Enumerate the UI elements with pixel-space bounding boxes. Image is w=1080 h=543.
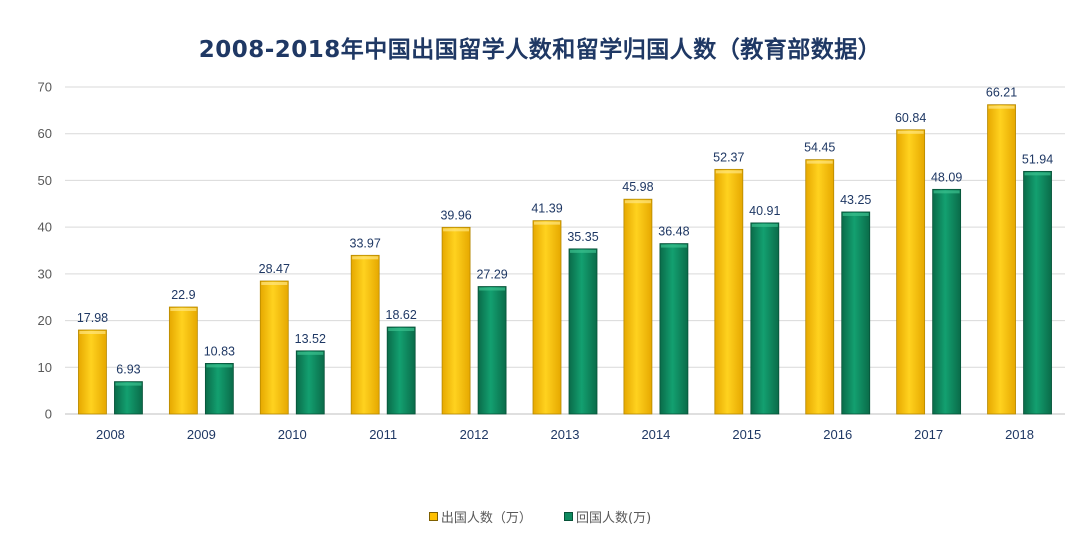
x-tick-label: 2009	[187, 427, 216, 442]
bar-bevel	[534, 221, 560, 225]
bar-outbound	[259, 280, 289, 415]
bar-bevel	[443, 228, 470, 232]
x-tick-label: 2017	[914, 427, 943, 442]
x-tick-label: 2014	[641, 427, 670, 442]
x-tick-label: 2015	[732, 427, 761, 442]
chart-title: 2008-2018年中国出国留学人数和留学归国人数（教育部数据）	[198, 37, 882, 63]
data-label-outbound: 54.45	[804, 141, 835, 155]
bar-outbound	[78, 329, 107, 415]
bar-outbound	[350, 254, 380, 415]
bar-bevel	[897, 130, 924, 134]
bar-outbound	[623, 198, 653, 415]
bar-bevel	[479, 287, 506, 291]
y-tick-label: 60	[38, 126, 52, 141]
x-tick-label: 2011	[369, 427, 397, 442]
x-tick-label: 2012	[460, 427, 489, 442]
bar-bevel	[660, 244, 687, 248]
x-tick-label: 2008	[96, 427, 125, 442]
data-label-returned: 48.09	[931, 170, 962, 184]
bar-returned	[386, 326, 416, 415]
bar-bevel	[842, 212, 869, 216]
bar-outbound	[987, 104, 1016, 415]
y-tick-label: 10	[38, 360, 52, 375]
bar-returned	[750, 222, 780, 415]
y-tick-label: 70	[38, 80, 52, 95]
bar-returned	[568, 248, 598, 415]
data-label-outbound: 60.84	[895, 111, 926, 125]
bar-returned	[114, 381, 143, 415]
bar-bevel	[751, 223, 778, 227]
bar-bevel	[115, 382, 142, 386]
data-label-returned: 35.35	[567, 230, 598, 244]
data-label-outbound: 22.9	[171, 288, 195, 302]
data-label-returned: 10.83	[204, 344, 235, 358]
bar-bevel	[388, 328, 415, 332]
bar-outbound	[441, 226, 471, 415]
legend-label-outbound: 出国人数（万）	[440, 511, 532, 526]
legend-label-returned: 回国人数(万)	[576, 511, 652, 526]
bar-outbound	[532, 220, 562, 415]
data-label-returned: 6.93	[116, 363, 140, 377]
y-tick-label: 0	[45, 407, 52, 422]
bar-bevel	[79, 331, 106, 335]
bar-bevel	[570, 249, 596, 253]
bar-returned	[841, 211, 871, 415]
bar-returned	[1023, 170, 1052, 415]
data-label-outbound: 41.39	[531, 202, 562, 216]
bars	[78, 104, 1052, 415]
data-label-returned: 13.52	[295, 332, 326, 346]
legend: 出国人数（万） 回国人数(万)	[0, 507, 1080, 526]
data-label-returned: 51.94	[1022, 152, 1053, 166]
bar-outbound	[896, 129, 926, 415]
data-label-returned: 36.48	[658, 225, 689, 239]
x-tick-label: 2013	[551, 427, 580, 442]
x-tick-label: 2010	[278, 427, 307, 442]
data-label-outbound: 66.21	[986, 86, 1017, 100]
legend-item-returned: 回国人数(万)	[564, 507, 651, 526]
data-label-outbound: 33.97	[350, 236, 381, 250]
legend-swatch-outbound	[428, 512, 438, 521]
bar-outbound	[168, 306, 198, 415]
y-tick-label: 30	[38, 266, 52, 281]
data-label-outbound: 45.98	[622, 180, 653, 194]
legend-swatch-returned	[564, 512, 573, 521]
bar-outbound	[714, 168, 744, 415]
bar-bevel	[352, 256, 379, 260]
bar-outbound	[805, 159, 835, 415]
data-label-returned: 40.91	[749, 204, 780, 218]
data-label-outbound: 28.47	[259, 262, 290, 276]
y-tick-label: 50	[38, 173, 52, 188]
data-label-returned: 27.29	[476, 268, 507, 282]
data-label-returned: 18.62	[386, 308, 417, 322]
data-label-returned: 43.25	[840, 193, 871, 207]
data-labels: 17.98 6.93 22.9 10.83 28.47 13.52 33.97 18.62 39…	[77, 86, 1053, 377]
legend-item-outbound: 出国人数（万）	[428, 507, 532, 526]
bar-bevel	[624, 200, 651, 204]
bar-bevel	[1024, 172, 1051, 176]
bar-returned	[295, 350, 325, 415]
x-tick-label: 2016	[823, 427, 852, 442]
bar-bevel	[261, 282, 288, 286]
bar-returned	[659, 243, 689, 415]
data-label-outbound: 52.37	[713, 150, 744, 164]
bar-bevel	[715, 170, 742, 174]
bar-bevel	[988, 105, 1015, 109]
bar-bevel	[297, 351, 324, 355]
bar-returned	[204, 363, 234, 415]
y-tick-label: 40	[38, 220, 52, 235]
bar-returned	[932, 188, 962, 415]
bar-returned	[477, 286, 507, 415]
bar-chart: 0 10 20 30 40 50 60 70 2008 2009 2010 2011 2012 2013 2…	[38, 80, 1065, 442]
bar-bevel	[806, 160, 833, 164]
data-label-outbound: 17.98	[77, 311, 108, 325]
bar-bevel	[933, 190, 960, 194]
y-tick-label: 20	[38, 313, 52, 328]
bar-bevel	[170, 308, 197, 312]
bar-bevel	[206, 364, 233, 368]
x-tick-label: 2018	[1005, 427, 1034, 442]
data-label-outbound: 39.96	[440, 208, 471, 222]
